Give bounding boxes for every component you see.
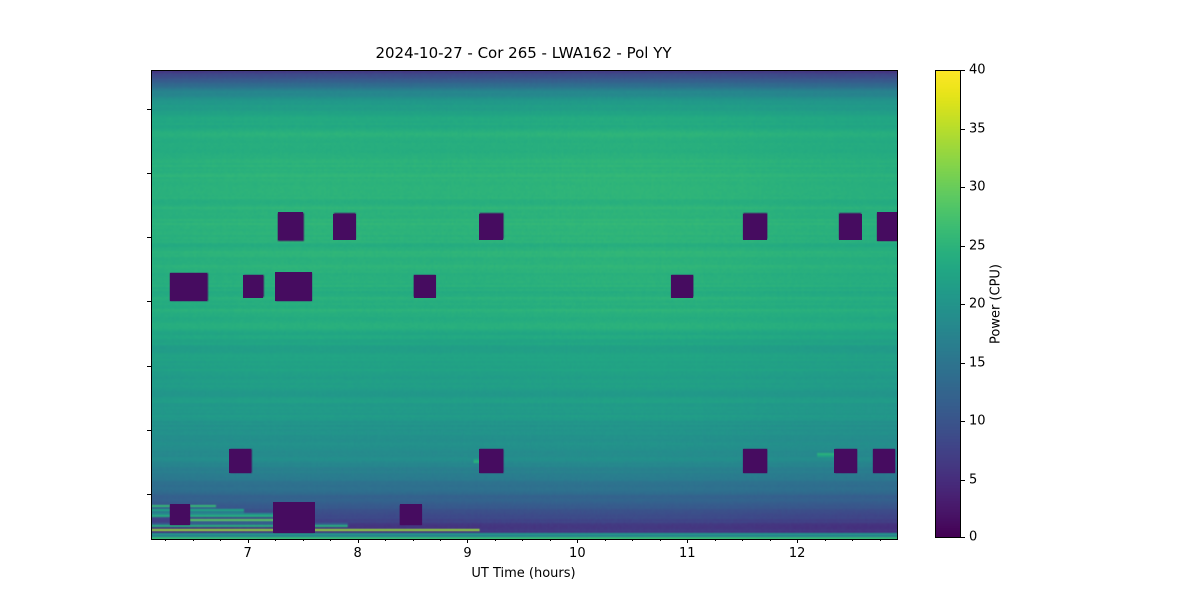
x-tick-minor [220, 539, 222, 541]
x-tick-label: 10 [569, 546, 586, 561]
colorbar-tick-label: 0 [969, 529, 978, 545]
plot-axes [151, 70, 898, 540]
x-tick-minor [165, 539, 167, 541]
y-axis: Frequency (MHz) 20304050607080 [0, 0, 151, 600]
colorbar-tick-mark [961, 479, 965, 481]
x-tick-minor [769, 539, 771, 541]
colorbar-tick-label: 25 [969, 238, 986, 253]
x-tick-minor [659, 539, 661, 541]
x-tick-minor [439, 539, 441, 541]
x-tick-minor [852, 539, 854, 541]
y-tick-mark [147, 365, 151, 367]
y-tick-mark [147, 301, 151, 303]
x-tick-label: 9 [463, 546, 472, 561]
colorbar-tick-label: 35 [969, 121, 986, 136]
x-tick-minor [604, 539, 606, 541]
colorbar-tick-mark [961, 304, 965, 305]
x-tick-minor [330, 539, 332, 541]
x-tick-minor [302, 539, 304, 541]
x-tick-minor [632, 539, 634, 541]
colorbar-tick-mark [961, 537, 965, 538]
x-tick-mark [247, 539, 249, 543]
x-tick-mark [577, 539, 579, 543]
colorbar-tick-label: 30 [969, 179, 986, 195]
x-tick-label: 7 [243, 546, 252, 561]
x-tick-minor [522, 539, 524, 541]
x-tick-minor [275, 539, 277, 541]
y-tick-mark [147, 430, 151, 431]
x-tick-minor [742, 539, 744, 541]
x-tick-mark [357, 539, 359, 543]
x-axis-label: UT Time (hours) [471, 566, 576, 581]
y-tick-mark [147, 108, 151, 110]
x-axis: UT Time (hours) 7 8 9 10 11 12 [0, 539, 1200, 600]
colorbar-tick-mark [961, 187, 965, 188]
x-tick-label: 8 [353, 546, 362, 561]
x-tick-mark [687, 539, 689, 543]
x-tick-minor [824, 539, 826, 541]
colorbar-tick-mark [961, 362, 965, 364]
x-tick-minor [494, 539, 496, 541]
colorbar-tick-label: 5 [969, 472, 978, 487]
colorbar-tick-mark [961, 128, 965, 130]
colorbar-tick-label: 15 [969, 355, 986, 370]
x-tick-minor [192, 539, 194, 541]
colorbar-tick-label: 20 [969, 296, 986, 312]
x-tick-minor [549, 539, 551, 541]
colorbar-label: Power (CPU) [988, 264, 1004, 345]
y-tick-mark [147, 494, 151, 496]
colorbar-tick-label: 10 [969, 413, 986, 429]
x-tick-minor [412, 539, 414, 541]
x-tick-mark [797, 539, 799, 543]
y-tick-mark [147, 172, 151, 174]
x-tick-minor [385, 539, 387, 541]
y-tick-mark [147, 237, 151, 239]
page-title: 2024-10-27 - Cor 265 - LWA162 - Pol YY [375, 44, 672, 62]
x-tick-label: 12 [788, 546, 806, 561]
colorbar: 0 5 10 15 20 25 30 35 40 [935, 63, 986, 545]
x-tick-minor [714, 539, 716, 541]
spectrogram-image [152, 71, 897, 539]
x-tick-minor [879, 539, 881, 541]
colorbar-tick-label: 40 [969, 62, 986, 78]
colorbar-tick-mark [961, 245, 965, 247]
colorbar-tick-mark [961, 421, 965, 422]
colorbar-tick-mark [961, 70, 965, 71]
colorbar-gradient [935, 70, 961, 538]
x-tick-label: 11 [678, 546, 696, 561]
x-tick-mark [467, 539, 469, 543]
